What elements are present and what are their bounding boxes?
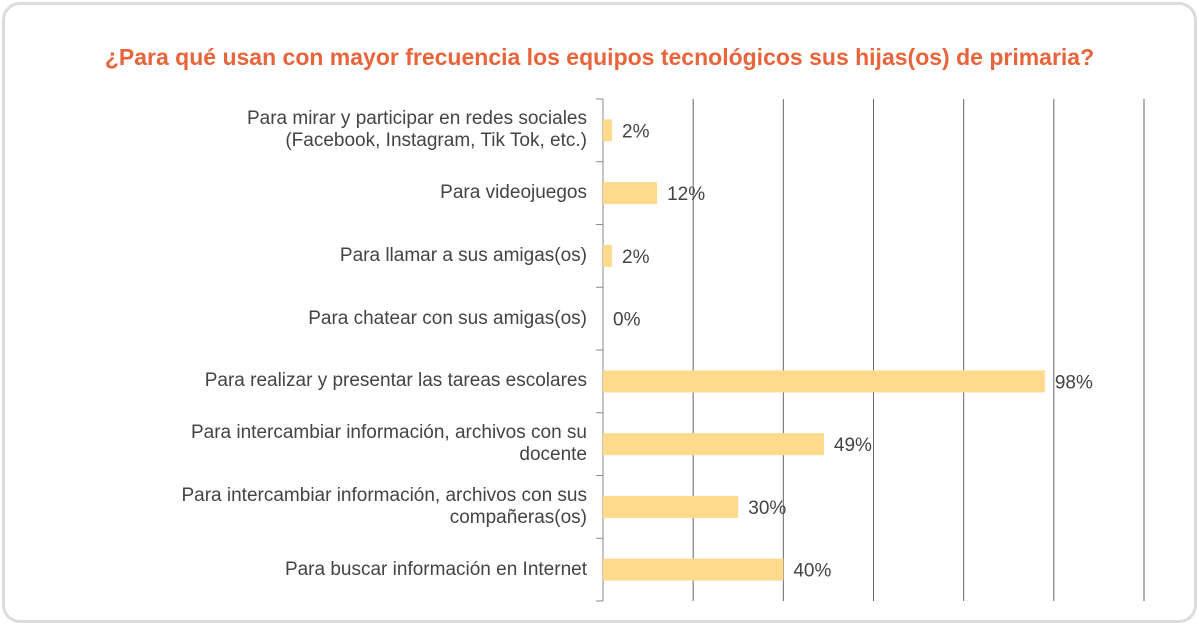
value-label: 2% [622,121,650,142]
bar [603,495,739,518]
y-tick-label: Para chatear con sus amigas(os) [308,307,587,329]
bar [603,244,613,267]
bar [603,558,784,581]
y-tick-label: Para llamar a sus amigas(os) [339,244,587,266]
value-label: 12% [667,184,705,205]
bar [603,370,1045,393]
value-label: 98% [1055,372,1093,393]
value-label: 40% [793,561,831,582]
value-label: 30% [748,498,786,519]
chart-title: ¿Para qué usan con mayor frecuencia los … [104,44,1095,70]
bar [603,182,658,205]
y-tick-label: Para buscar información en Internet [284,558,587,580]
value-label: 49% [834,435,872,456]
y-tick-label: Para intercambiar información, archivos … [190,422,587,466]
value-label: 0% [613,310,641,331]
y-tick-label: Para realizar y presentar las tareas esc… [204,370,587,392]
bar [603,433,824,456]
value-label: 2% [622,247,650,268]
y-tick-label: Para mirar y participar en redes sociale… [246,108,587,152]
y-tick-label: Para videojuegos [440,182,587,204]
bar [603,119,613,142]
y-tick-label: Para intercambiar información, archivos … [181,484,587,528]
